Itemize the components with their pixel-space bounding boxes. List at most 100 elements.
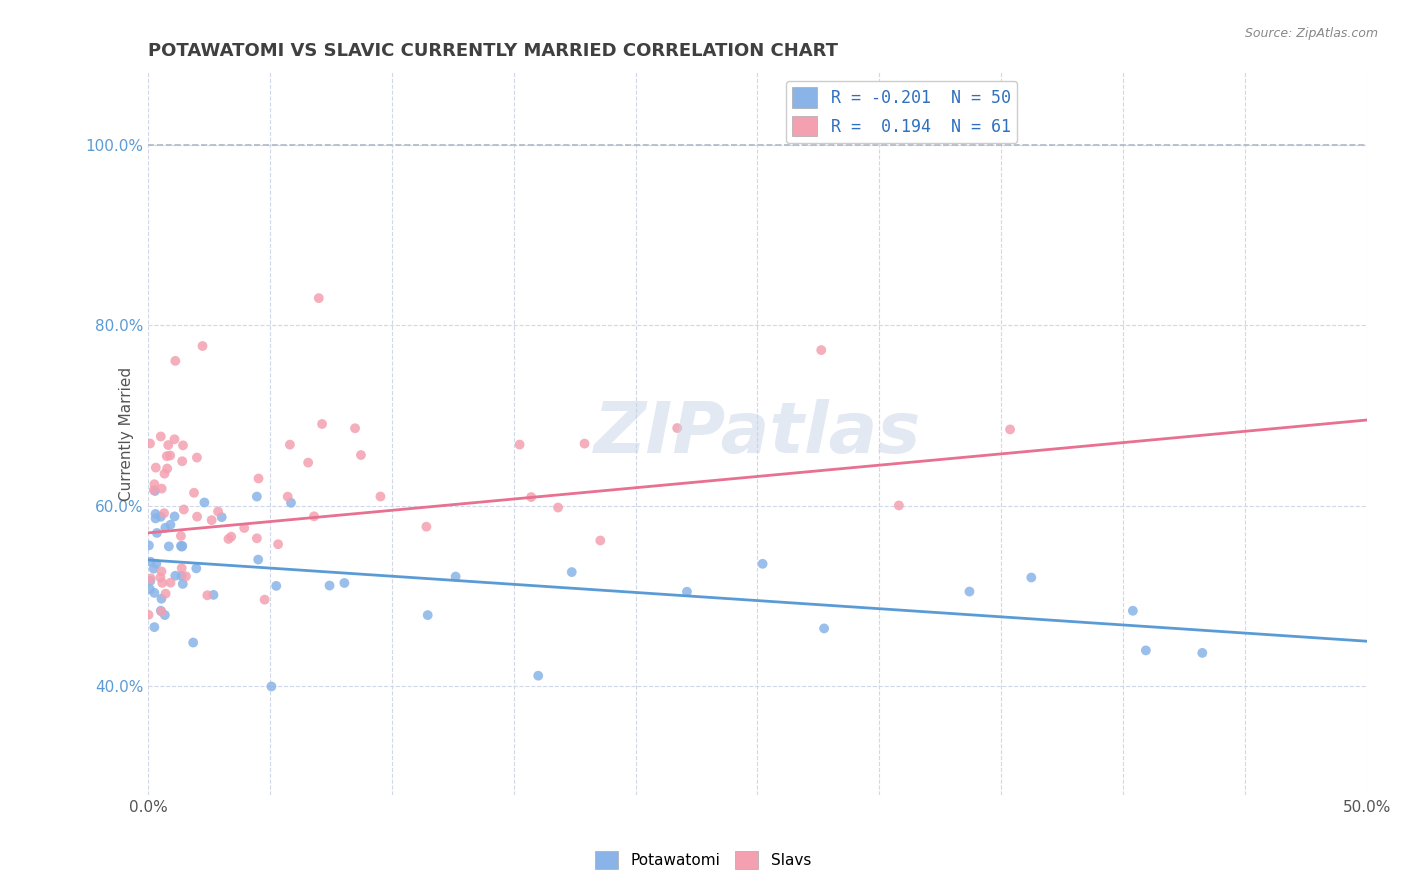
Point [145,507,167,521]
Point [146,525,169,540]
Point [191,339,214,353]
Point [278,437,301,451]
Point [277,490,299,504]
Point [233,521,256,535]
Point [150,575,173,590]
Point [959,584,981,599]
Point [444,569,467,583]
Point [370,490,392,504]
Point [264,579,287,593]
Point [246,490,269,504]
Point [207,504,229,518]
Point [139,574,162,588]
Point [150,482,173,496]
Point [170,540,193,554]
Point [181,635,204,649]
Point [139,582,162,597]
Point [527,669,550,683]
Point [173,502,195,516]
Point [246,531,269,545]
Text: Source: ZipAtlas.com: Source: ZipAtlas.com [1244,27,1378,40]
Point [186,561,208,575]
Point [159,575,181,590]
Point [202,588,225,602]
Point [170,561,193,575]
Point [163,509,186,524]
Point [509,437,531,451]
Legend: R = -0.201  N = 50, R =  0.194  N = 61: R = -0.201 N = 50, R = 0.194 N = 61 [786,81,1018,143]
Point [318,578,340,592]
Point [145,511,167,525]
Point [139,436,162,450]
Point [574,436,596,450]
Point [159,449,181,463]
Point [150,565,173,579]
Point [217,532,239,546]
Point [308,291,330,305]
Point [520,490,543,504]
Point [172,539,194,553]
Point [150,605,173,619]
Point [143,477,166,491]
Point [589,533,612,548]
Point [170,539,193,553]
Point [219,530,242,544]
Point [153,506,176,520]
Point [153,467,176,481]
Point [150,591,173,606]
Point [676,584,699,599]
Point [149,570,172,584]
Point [813,622,835,636]
Point [143,586,166,600]
Point [211,510,233,524]
Point [260,680,283,694]
Point [350,448,373,462]
Point [1191,646,1213,660]
Point [297,456,319,470]
Point [142,483,165,497]
Point [201,513,224,527]
Point [183,485,205,500]
Point [247,552,270,566]
Point [155,521,177,535]
Point [159,517,181,532]
Point [311,417,333,431]
Point [193,495,215,509]
Point [1135,643,1157,657]
Point [302,509,325,524]
Point [149,429,172,443]
Point [165,354,187,368]
Point [170,529,193,543]
Point [172,454,194,468]
Point [344,421,367,435]
Point [139,571,162,585]
Point [170,568,193,582]
Y-axis label: Currently Married: Currently Married [120,367,134,500]
Point [174,569,197,583]
Legend: Potawatomi, Slavs: Potawatomi, Slavs [589,845,817,875]
Point [149,509,172,524]
Text: ZIPatlas: ZIPatlas [593,399,921,468]
Point [415,519,437,533]
Point [165,568,187,582]
Point [1122,604,1144,618]
Text: POTAWATOMI VS SLAVIC CURRENTLY MARRIED CORRELATION CHART: POTAWATOMI VS SLAVIC CURRENTLY MARRIED C… [148,42,838,60]
Point [157,540,180,554]
Point [155,587,177,601]
Point [751,557,773,571]
Point [253,592,276,607]
Point [138,538,160,552]
Point [195,588,218,602]
Point [156,449,179,463]
Point [810,343,832,357]
Point [998,422,1021,436]
Point [561,565,583,579]
Point [153,608,176,623]
Point [163,432,186,446]
Point [142,562,165,576]
Point [143,483,166,498]
Point [149,604,172,618]
Point [416,608,439,623]
Point [172,438,194,452]
Point [145,557,167,571]
